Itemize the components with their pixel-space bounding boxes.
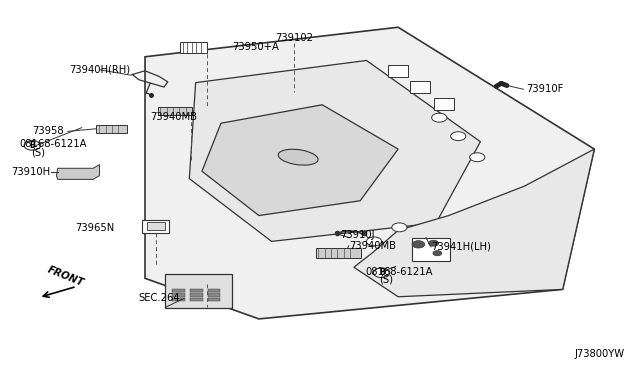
FancyBboxPatch shape	[207, 294, 220, 297]
Text: 73910F: 73910F	[526, 84, 563, 94]
Text: FRONT: FRONT	[46, 265, 86, 289]
FancyBboxPatch shape	[180, 42, 207, 53]
FancyBboxPatch shape	[190, 294, 203, 297]
Text: 73910J: 73910J	[340, 230, 374, 240]
Circle shape	[412, 241, 425, 248]
Polygon shape	[202, 105, 398, 215]
Text: SEC.264: SEC.264	[138, 293, 180, 303]
Circle shape	[24, 141, 40, 150]
Text: 73940H(RH): 73940H(RH)	[69, 65, 130, 75]
Polygon shape	[410, 81, 431, 93]
FancyBboxPatch shape	[164, 274, 232, 308]
Text: (S): (S)	[31, 147, 45, 157]
FancyBboxPatch shape	[207, 298, 220, 301]
Polygon shape	[189, 61, 481, 241]
Text: 73940MB: 73940MB	[349, 241, 396, 251]
FancyBboxPatch shape	[157, 107, 193, 115]
Polygon shape	[388, 65, 408, 77]
Circle shape	[392, 223, 407, 232]
Circle shape	[431, 113, 447, 122]
Polygon shape	[354, 149, 595, 297]
FancyBboxPatch shape	[190, 298, 203, 301]
Circle shape	[429, 240, 438, 246]
Circle shape	[470, 153, 485, 161]
Polygon shape	[56, 164, 99, 179]
Circle shape	[374, 268, 390, 278]
FancyBboxPatch shape	[316, 248, 362, 258]
Polygon shape	[145, 27, 595, 319]
Circle shape	[451, 132, 466, 141]
FancyBboxPatch shape	[147, 222, 164, 230]
FancyBboxPatch shape	[172, 298, 185, 301]
FancyBboxPatch shape	[190, 289, 203, 292]
Text: 73958: 73958	[33, 126, 64, 137]
FancyBboxPatch shape	[412, 238, 450, 260]
FancyBboxPatch shape	[143, 219, 169, 233]
Text: (S): (S)	[379, 275, 393, 285]
FancyBboxPatch shape	[172, 289, 185, 292]
FancyBboxPatch shape	[207, 289, 220, 292]
Text: 08168-6121A: 08168-6121A	[20, 139, 87, 149]
Text: B: B	[29, 141, 35, 150]
FancyBboxPatch shape	[96, 125, 127, 133]
FancyBboxPatch shape	[172, 294, 185, 297]
Text: J73800YW: J73800YW	[575, 349, 625, 359]
Text: 739102: 739102	[275, 33, 313, 43]
Circle shape	[433, 251, 442, 256]
Polygon shape	[433, 98, 454, 110]
Text: B: B	[379, 268, 385, 277]
Text: 73965N: 73965N	[76, 224, 115, 234]
Ellipse shape	[278, 149, 318, 165]
Text: 73950+A: 73950+A	[232, 42, 279, 52]
Text: 73940MB: 73940MB	[150, 112, 197, 122]
Text: 73910H: 73910H	[11, 167, 50, 177]
Text: 73941H(LH): 73941H(LH)	[431, 242, 491, 252]
Text: 08168-6121A: 08168-6121A	[365, 267, 433, 277]
Circle shape	[367, 237, 381, 246]
